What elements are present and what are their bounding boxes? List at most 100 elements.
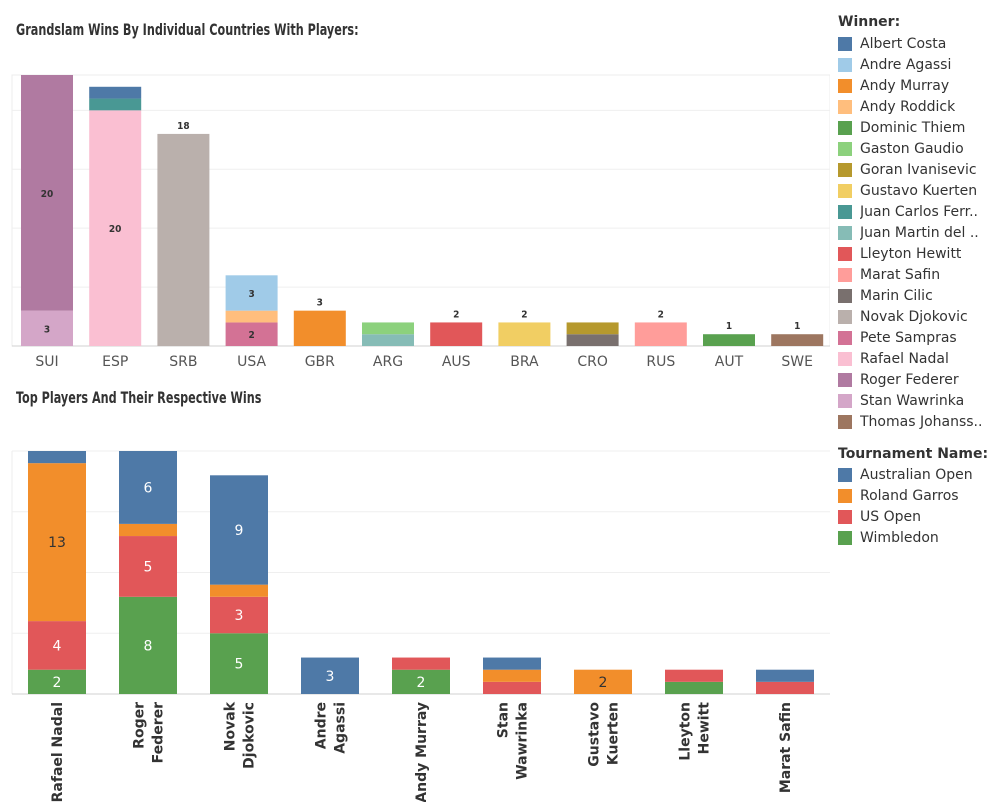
bar-segment-lleyton-hewitt-wimbledon	[665, 681, 723, 694]
bar-segment-bra-gustavo-kuerten	[498, 322, 551, 346]
bar-segment-lleyton-hewitt-us-open	[665, 669, 723, 682]
bar-segment-andre-agassi-australian-open	[301, 657, 359, 694]
legend-label: US Open	[860, 509, 921, 525]
legend-winner-item-marin-cilic[interactable]: Marin Cilic	[838, 286, 933, 306]
x-tick-label: Andre	[314, 702, 330, 749]
legend-winner-item-juan-martin-del[interactable]: Juan Martin del ..	[838, 223, 979, 243]
legend-winner-item-gaston-gaudio[interactable]: Gaston Gaudio	[838, 139, 964, 159]
data-label: 2	[53, 675, 62, 691]
bar-segment-swe-thomas-johansson	[771, 334, 824, 346]
legend-swatch	[838, 352, 852, 366]
legend-winner-item-pete-sampras[interactable]: Pete Sampras	[838, 328, 957, 348]
data-label: 2	[417, 675, 426, 691]
legend-tournament-item-us-open[interactable]: US Open	[838, 507, 921, 527]
data-label: 3	[44, 324, 50, 335]
legend-swatch	[838, 394, 852, 408]
legend-label: Gaston Gaudio	[860, 141, 964, 157]
x-tick-label: GBR	[305, 354, 335, 370]
legend-winner-item-rafael-nadal[interactable]: Rafael Nadal	[838, 349, 949, 369]
chart1-title: Grandslam Wins By Individual Countries W…	[16, 20, 359, 39]
legend-swatch	[838, 268, 852, 282]
legend-swatch	[838, 289, 852, 303]
bar-segment-esp-albert-costa	[89, 86, 142, 99]
x-tick-label: Gustavo	[587, 702, 603, 767]
x-tick-label: Stan	[496, 702, 512, 738]
legend-winner-item-andy-roddick[interactable]: Andy Roddick	[838, 97, 955, 117]
legend-winner-item-goran-ivanisevic[interactable]: Goran Ivanisevic	[838, 160, 977, 180]
data-label-total: 1	[794, 321, 800, 332]
bar-segment-rafael-nadal-australian-open	[28, 451, 86, 464]
bar-segment-rafael-nadal-roland-garros	[28, 463, 86, 622]
data-label: 2	[599, 675, 608, 691]
legend-tournament-item-wimbledon[interactable]: Wimbledon	[838, 528, 939, 548]
legend-winner-item-andre-agassi[interactable]: Andre Agassi	[838, 55, 951, 75]
legend-swatch	[838, 79, 852, 93]
bar-segment-arg-gaston-gaudio	[362, 322, 414, 335]
legend-label: Gustavo Kuerten	[860, 183, 978, 199]
legend-winner-item-andy-murray[interactable]: Andy Murray	[838, 76, 949, 96]
legend-label: Andre Agassi	[860, 57, 952, 73]
data-label: 13	[48, 535, 66, 551]
bar-segment-gbr-andy-murray	[293, 310, 346, 346]
legend-winner-item-stan-wawrinka[interactable]: Stan Wawrinka	[838, 391, 964, 411]
legend-label: Rafael Nadal	[860, 351, 949, 367]
x-tick-label: Lleyton	[678, 702, 694, 761]
legend-winner-item-marat-safin[interactable]: Marat Safin	[838, 265, 940, 285]
legend-winner-item-dominic-thiem[interactable]: Dominic Thiem	[838, 118, 965, 138]
legend-swatch	[838, 226, 852, 240]
player-wins-chart: 2 4 13 Rafael Nadal 8 5 6 Roger Federer 5 3 9 Novak D…	[11, 450, 830, 802]
bar-segment-usa-andre-agassi	[225, 275, 278, 311]
legend-label: Dominic Thiem	[860, 120, 966, 136]
bar-segment-roger-federer-wimbledon	[119, 596, 177, 694]
legend-label: Novak Djokovic	[860, 309, 968, 325]
legend-winner-item-gustavo-kuerten[interactable]: Gustavo Kuerten	[838, 181, 977, 201]
x-tick-label: Roger	[132, 702, 148, 749]
x-tick-label: AUT	[715, 354, 744, 370]
legend-label: Juan Martin del ..	[860, 225, 979, 241]
legend-swatch	[838, 468, 852, 482]
bar-segment-stan-wawrinka-us-open	[483, 681, 541, 694]
data-label: 20	[109, 224, 122, 235]
bar-segment-usa-pete-sampras	[225, 322, 278, 346]
legend-winner-item-roger-federer[interactable]: Roger Federer	[838, 370, 959, 390]
data-label-total: 3	[317, 298, 323, 309]
legend-label: Goran Ivanisevic	[860, 162, 977, 178]
x-tick-label: BRA	[510, 354, 539, 370]
legend-winner-title: Winner:	[838, 14, 901, 30]
legend-tournament-item-australian-open[interactable]: Australian Open	[838, 465, 973, 485]
bar-segment-roger-federer-roland-garros	[119, 523, 177, 537]
legend-swatch	[838, 310, 852, 324]
legend-label: Marin Cilic	[860, 288, 933, 304]
bar-segment-stan-wawrinka-australian-open	[483, 657, 541, 670]
bar-segment-usa-andy-roddick	[225, 310, 278, 323]
data-label-total: 2	[658, 309, 664, 320]
legend-winner-item-thomas-johanss[interactable]: Thomas Johanss..	[838, 412, 982, 432]
bar-segment-roger-federer-australian-open	[119, 451, 177, 524]
bar-segment-cro-goran-ivanisevic	[566, 322, 619, 335]
legend-swatch	[838, 415, 852, 429]
bar-segment-roger-federer-us-open	[119, 536, 177, 597]
data-label-total: 1	[726, 321, 732, 332]
legend-label: Thomas Johanss..	[860, 414, 983, 430]
bar-segment-gustavo-kuerten-roland-garros	[574, 669, 632, 694]
bar-segment-esp-rafael-nadal	[89, 110, 142, 346]
legend-swatch	[838, 531, 852, 545]
bar-segment-rafael-nadal-wimbledon	[28, 669, 86, 694]
legend-winner-item-lleyton-hewitt[interactable]: Lleyton Hewitt	[838, 244, 961, 264]
bar-segment-novak-djokovic-australian-open	[210, 475, 268, 585]
x-tick-label: Hewitt	[697, 702, 713, 755]
legend-tournament-item-roland-garros[interactable]: Roland Garros	[838, 486, 959, 506]
data-label: 5	[144, 559, 153, 575]
legend-winner-item-juan-carlos-ferr[interactable]: Juan Carlos Ferr..	[838, 202, 978, 222]
legend-label: Australian Open	[860, 467, 973, 483]
bar-segment-andy-murray-us-open	[392, 657, 450, 670]
bar-segment-marat-safin-australian-open	[756, 669, 814, 682]
legend-winner-item-albert-costa[interactable]: Albert Costa	[838, 34, 946, 54]
legend-winner-item-novak-djokovic[interactable]: Novak Djokovic	[838, 307, 968, 327]
bar-segment-rafael-nadal-us-open	[28, 621, 86, 670]
legend-label: Marat Safin	[860, 267, 941, 283]
data-label: 20	[41, 189, 54, 200]
legend-swatch	[838, 247, 852, 261]
legend-swatch	[838, 163, 852, 177]
x-tick-label: Djokovic	[242, 702, 258, 769]
